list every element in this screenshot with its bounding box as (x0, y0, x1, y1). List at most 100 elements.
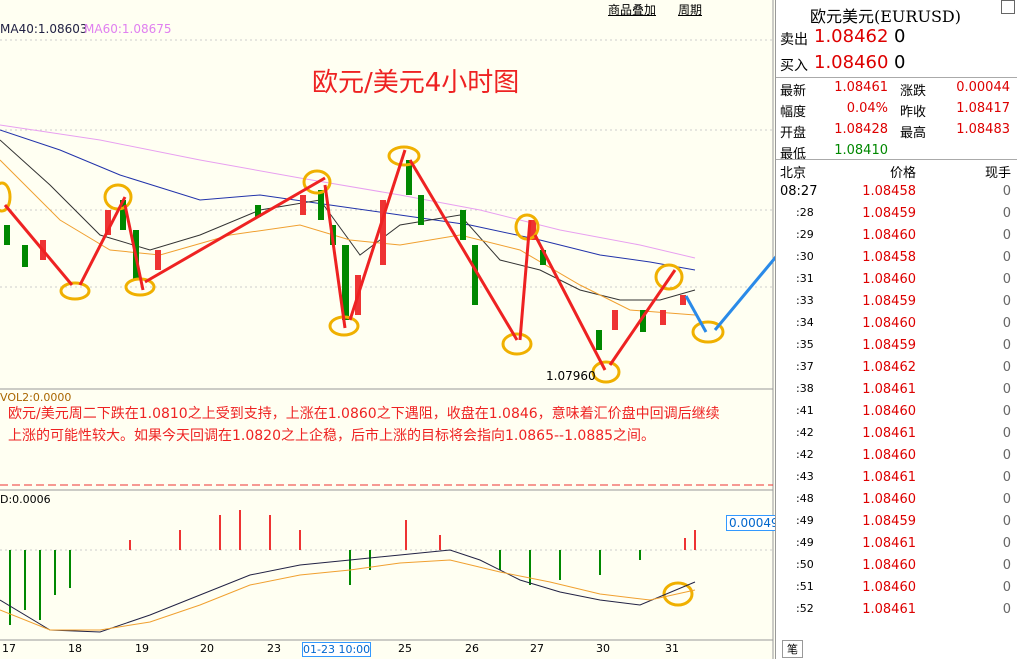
tick-qty: 0 (1002, 360, 1011, 375)
tick-price: 1.08460 (862, 580, 916, 595)
quote-price: 1.08462 (814, 26, 889, 47)
tick-qty: 0 (1002, 316, 1011, 331)
x-tick-label: 25 (398, 642, 412, 655)
tick-price: 1.08461 (862, 382, 916, 397)
arrows (3, 149, 677, 371)
tick-time: 08:27 (780, 184, 818, 199)
tick-qty: 0 (1002, 426, 1011, 441)
chart-title: 欧元/美元4小时图 (312, 68, 520, 98)
tick-qty: 0 (1002, 272, 1011, 287)
stat-value: 1.08483 (956, 122, 1010, 137)
tick-time: :42 (796, 448, 814, 461)
x-tick-label: 17 (2, 642, 16, 655)
tick-price: 1.08460 (862, 272, 916, 287)
tick-price: 1.08460 (862, 404, 916, 419)
tick-time: :43 (796, 470, 814, 483)
macd-label: D:0.0006 (0, 493, 51, 506)
tick-qty: 0 (1002, 580, 1011, 595)
tick-time: :51 (796, 580, 814, 593)
divider (776, 77, 1017, 78)
tick-qty: 0 (1002, 448, 1011, 463)
stat-label: 昨收 (900, 105, 927, 120)
stat-value: 0.04% (846, 101, 888, 116)
tick-price: 1.08458 (862, 250, 916, 265)
tick-price: 1.08460 (862, 492, 916, 507)
tick-price: 1.08459 (862, 338, 916, 353)
tick-time: :28 (796, 206, 814, 219)
macd-value: 0.00049 (726, 515, 782, 531)
quote-label: 买入 (780, 58, 808, 74)
quote-title: 欧元美元(EURUSD) (810, 7, 961, 26)
quote-price: 1.08460 (814, 52, 889, 73)
tick-qty: 0 (1002, 206, 1011, 221)
vol-label: VOL2:0.0000 (0, 391, 72, 404)
stat-value: 0.00044 (956, 80, 1010, 95)
tick-time: :31 (796, 272, 814, 285)
tick-price: 1.08458 (862, 184, 916, 199)
stat-label: 最新 (780, 84, 807, 99)
stat-label: 最低 (780, 147, 807, 162)
quote-panel: 欧元美元(EURUSD) 卖出 1.08462 0 买入 1.08460 0 最新 1.084… (775, 0, 1017, 659)
chart-canvas (0, 0, 775, 659)
overlay-button[interactable]: 商品叠加 (608, 3, 657, 17)
x-tick-label: 01-23 10:00 (302, 642, 372, 657)
macd-bars (9, 510, 696, 625)
stat-label: 最高 (900, 126, 927, 141)
tick-time: :37 (796, 360, 814, 373)
tick-price: 1.08461 (862, 536, 916, 551)
commentary: 欧元/美元周二下跌在1.0810之上受到支持，上涨在1.0860之下遇阻，收盘在… (8, 406, 720, 444)
tick-price: 1.08460 (862, 228, 916, 243)
divider (776, 159, 1017, 160)
tick-price: 1.08461 (862, 426, 916, 441)
tick-time: :34 (796, 316, 814, 329)
tick-qty: 0 (1002, 514, 1011, 529)
x-tick-label: 20 (200, 642, 214, 655)
tick-qty: 0 (1002, 338, 1011, 353)
tick-time: :35 (796, 338, 814, 351)
tick-price: 1.08459 (862, 294, 916, 309)
tick-price: 1.08462 (862, 360, 916, 375)
x-tick-label: 19 (135, 642, 149, 655)
tick-qty: 0 (1002, 558, 1011, 573)
stat-value: 1.08417 (956, 101, 1010, 116)
tick-price: 1.08460 (862, 316, 916, 331)
quote-qty: 0 (894, 52, 906, 73)
forecast-arrows (684, 255, 775, 333)
tick-qty: 0 (1002, 470, 1011, 485)
ticks-header: 现手 (984, 166, 1011, 181)
ma60-label: MA60:1.08675 (84, 22, 172, 36)
tick-qty: 0 (1002, 536, 1011, 551)
tick-time: :49 (796, 536, 814, 549)
stat-label: 开盘 (780, 126, 807, 141)
tick-price: 1.08461 (862, 602, 916, 617)
x-tick-label: 23 (267, 642, 281, 655)
ma40-label: MA40:1.08603 (0, 22, 88, 36)
ticks-header: 价格 (889, 166, 916, 181)
tick-time: :42 (796, 426, 814, 439)
stat-value: 1.08410 (834, 143, 888, 158)
tick-time: :29 (796, 228, 814, 241)
stat-label: 幅度 (780, 105, 807, 120)
tick-price: 1.08460 (862, 448, 916, 463)
x-tick-label: 18 (68, 642, 82, 655)
x-tick-label: 30 (596, 642, 610, 655)
tab[interactable]: 笔 (782, 640, 803, 658)
tick-price: 1.08460 (862, 558, 916, 573)
tick-qty: 0 (1002, 602, 1011, 617)
tick-time: :50 (796, 558, 814, 571)
period-button[interactable]: 周期 (678, 3, 703, 17)
stat-value: 1.08461 (834, 80, 888, 95)
stat-value: 1.08428 (834, 122, 888, 137)
tick-time: :41 (796, 404, 814, 417)
x-tick-label: 27 (530, 642, 544, 655)
low-label: 1.07960 (546, 369, 596, 383)
tick-time: :48 (796, 492, 814, 505)
tick-price: 1.08459 (862, 514, 916, 529)
tick-qty: 0 (1002, 492, 1011, 507)
tick-time: :49 (796, 514, 814, 527)
tick-qty: 0 (1002, 382, 1011, 397)
tick-qty: 0 (1002, 404, 1011, 419)
tick-time: :38 (796, 382, 814, 395)
close-box[interactable] (1001, 0, 1015, 14)
